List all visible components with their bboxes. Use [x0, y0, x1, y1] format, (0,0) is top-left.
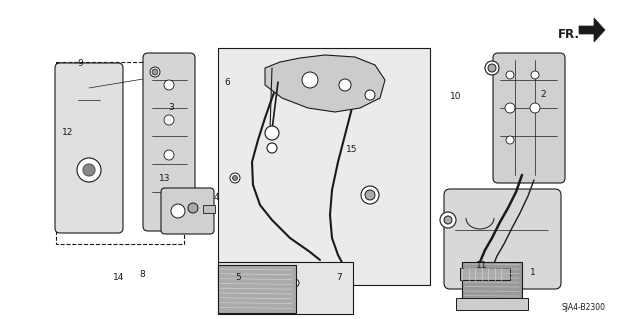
Circle shape: [365, 90, 375, 100]
Bar: [218, 262, 353, 314]
Circle shape: [339, 79, 351, 91]
Text: 4: 4: [214, 193, 219, 202]
FancyBboxPatch shape: [143, 53, 195, 231]
Text: 12: 12: [62, 128, 74, 137]
Polygon shape: [265, 55, 385, 112]
Circle shape: [152, 69, 158, 75]
Circle shape: [274, 288, 282, 296]
Circle shape: [361, 186, 379, 204]
Circle shape: [188, 203, 198, 213]
Text: SJA4-B2300: SJA4-B2300: [561, 303, 605, 313]
Circle shape: [232, 175, 237, 181]
Circle shape: [488, 64, 496, 72]
Text: 11: 11: [476, 261, 487, 270]
Circle shape: [267, 143, 277, 153]
Circle shape: [365, 190, 375, 200]
Text: 3: 3: [169, 103, 174, 112]
Text: 8: 8: [140, 271, 145, 279]
FancyBboxPatch shape: [493, 53, 565, 183]
FancyBboxPatch shape: [444, 189, 561, 289]
Text: 2: 2: [540, 90, 545, 99]
Bar: [203, 205, 215, 213]
FancyBboxPatch shape: [55, 63, 123, 233]
Text: FR.: FR.: [558, 27, 580, 41]
Bar: [462, 262, 522, 304]
Polygon shape: [218, 48, 430, 285]
Text: 13: 13: [159, 174, 171, 182]
Circle shape: [150, 67, 160, 77]
Bar: [460, 268, 510, 280]
Circle shape: [505, 103, 515, 113]
Circle shape: [506, 71, 514, 79]
Bar: [456, 298, 528, 310]
Text: 15: 15: [346, 145, 358, 154]
Circle shape: [274, 271, 282, 279]
Bar: [218, 265, 296, 313]
Circle shape: [164, 80, 174, 90]
Bar: [56, 62, 184, 244]
Circle shape: [444, 216, 452, 224]
Text: 9: 9: [78, 59, 83, 68]
Polygon shape: [579, 18, 605, 42]
Circle shape: [83, 164, 95, 176]
Text: 5: 5: [236, 273, 241, 282]
Circle shape: [164, 190, 174, 200]
Circle shape: [302, 72, 318, 88]
Text: 14: 14: [113, 273, 124, 282]
Circle shape: [77, 158, 101, 182]
Circle shape: [530, 103, 540, 113]
Circle shape: [531, 71, 539, 79]
Text: 10: 10: [450, 92, 461, 101]
Circle shape: [265, 126, 279, 140]
Circle shape: [440, 212, 456, 228]
Text: 7: 7: [337, 273, 342, 282]
Circle shape: [171, 204, 185, 218]
Circle shape: [291, 279, 299, 287]
Text: 1: 1: [530, 268, 535, 277]
Text: 6: 6: [225, 78, 230, 87]
FancyBboxPatch shape: [161, 188, 214, 234]
Circle shape: [164, 150, 174, 160]
Circle shape: [485, 61, 499, 75]
Circle shape: [230, 173, 240, 183]
Circle shape: [164, 115, 174, 125]
Circle shape: [506, 136, 514, 144]
